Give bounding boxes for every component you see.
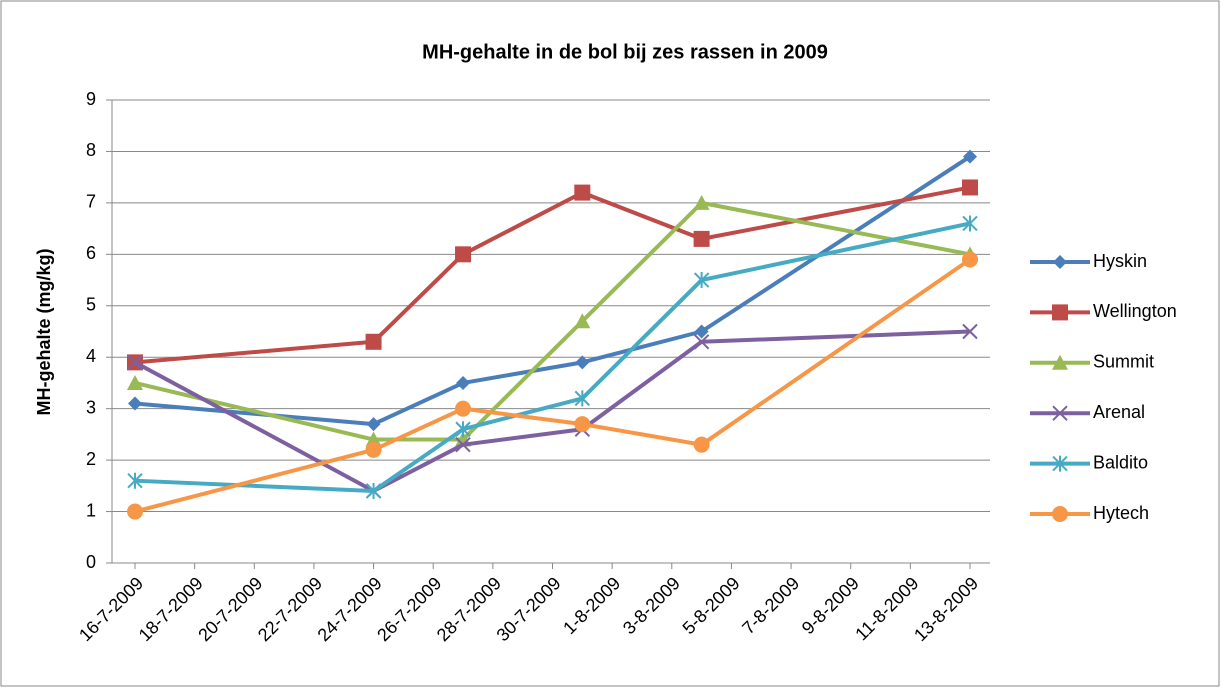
y-tick-label: 3 [86,397,96,417]
marker [455,436,471,453]
marker [365,431,382,447]
marker [575,355,590,370]
marker [962,215,978,232]
marker [693,436,710,453]
marker [455,400,472,417]
y-tick-label: 7 [86,192,96,212]
y-tick-label: 5 [86,295,96,315]
marker [1052,405,1068,421]
marker [574,416,591,433]
marker [1052,455,1068,472]
marker [1052,304,1068,321]
marker [574,313,591,329]
marker [127,374,143,390]
marker [455,421,471,438]
marker [1052,354,1068,370]
marker [694,324,709,339]
legend-label: Hytech [1093,503,1149,523]
y-tick-label: 2 [86,449,96,469]
legend-label: Arenal [1093,402,1145,422]
y-tick-label: 4 [86,346,96,366]
series-line [134,200,971,442]
marker [962,179,978,196]
marker [693,272,710,289]
marker [574,184,591,201]
marker [366,417,381,432]
marker [963,149,977,164]
series-line [134,257,972,514]
marker [693,230,710,247]
marker [1053,255,1067,269]
marker [365,441,382,458]
marker [127,503,143,520]
series-line [134,329,971,493]
legend-label: Wellington [1093,301,1177,321]
marker [455,246,472,263]
marker [365,482,382,499]
marker [574,390,591,407]
marker [456,375,471,390]
legend-label: Hyskin [1093,251,1147,271]
marker [128,396,142,411]
y-tick-label: 0 [86,552,96,572]
y-axis-label: MH-gehalte (mg/kg) [34,248,54,415]
series-line [134,221,971,493]
legend-label: Summit [1093,352,1154,372]
legend-label: Baldito [1093,452,1148,472]
marker [962,323,978,340]
marker [693,194,710,210]
chart-title: MH-gehalte in de bol bij zes rassen in 2… [422,41,828,63]
series-line [134,185,971,365]
marker [1052,506,1068,522]
marker [127,354,143,371]
y-tick-label: 9 [86,89,96,109]
y-tick-label: 8 [86,140,96,160]
marker [693,334,710,350]
y-tick-label: 6 [86,243,96,263]
marker [365,333,382,350]
series-line [134,154,972,427]
y-tick-label: 1 [86,500,96,520]
marker [962,251,978,268]
marker [127,472,143,489]
